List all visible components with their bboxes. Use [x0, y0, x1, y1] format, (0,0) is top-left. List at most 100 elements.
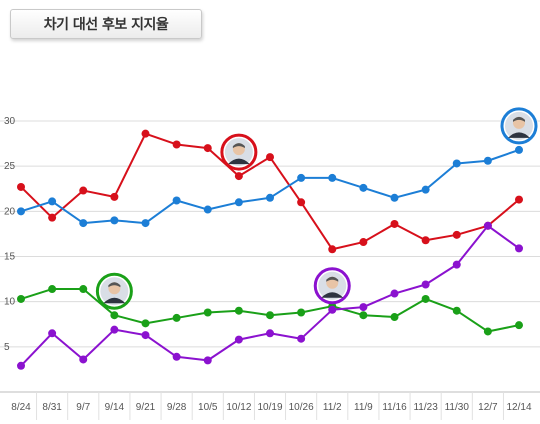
x-tick-label: 9/14 — [105, 402, 125, 413]
x-tick-label: 10/12 — [226, 402, 251, 413]
x-tick-label: 11/2 — [323, 402, 342, 413]
data-point — [390, 289, 399, 298]
data-point — [515, 145, 523, 154]
data-point — [266, 193, 274, 202]
portrait-man-gray-hair-icon — [500, 107, 538, 145]
y-tick-label: 5 — [4, 342, 10, 353]
data-point — [172, 313, 181, 322]
data-point — [234, 172, 243, 181]
data-point — [203, 308, 212, 317]
x-tick-label: 12/14 — [506, 402, 531, 413]
data-point — [421, 185, 430, 194]
data-point — [141, 219, 150, 228]
data-point — [79, 186, 88, 195]
data-point — [203, 205, 212, 214]
y-tick-label: 30 — [4, 116, 16, 127]
avatar-suit — [227, 158, 250, 165]
data-point — [266, 329, 274, 338]
data-point — [421, 294, 430, 303]
data-point — [17, 207, 25, 216]
data-point — [203, 356, 212, 365]
data-point — [17, 361, 25, 370]
data-point — [390, 313, 399, 322]
data-point — [17, 182, 25, 191]
data-point — [390, 219, 399, 228]
data-point — [421, 236, 430, 245]
data-point — [483, 327, 492, 336]
series-line-3 — [20, 224, 520, 367]
x-tick-label: 11/23 — [413, 402, 438, 413]
avatar-hair — [326, 276, 339, 282]
data-point — [172, 196, 181, 205]
x-tick-label: 8/31 — [42, 402, 62, 413]
data-point — [297, 198, 306, 207]
data-point — [483, 156, 492, 165]
data-point — [79, 219, 88, 228]
data-point — [48, 213, 57, 222]
data-point — [359, 183, 368, 192]
data-point — [452, 306, 461, 315]
x-tick-label: 10/5 — [198, 402, 218, 413]
data-point — [390, 193, 399, 202]
data-point — [141, 129, 150, 138]
y-tick-label: 20 — [4, 206, 16, 217]
data-point — [359, 238, 368, 247]
x-tick-label: 10/19 — [257, 402, 282, 413]
x-tick-label: 12/7 — [478, 402, 498, 413]
x-tick-label: 9/28 — [167, 402, 187, 413]
grid — [0, 120, 540, 348]
data-point — [48, 197, 57, 206]
data-point — [48, 329, 57, 338]
x-tick-label: 11/30 — [445, 402, 470, 413]
data-point — [48, 285, 57, 294]
data-point — [203, 144, 212, 153]
avatar-suit — [103, 297, 126, 304]
data-point — [421, 280, 430, 289]
data-point — [110, 192, 119, 201]
data-point — [234, 198, 243, 207]
avatar-suit — [508, 132, 530, 138]
avatar-suit — [321, 292, 344, 298]
data-point — [359, 303, 368, 312]
data-point — [110, 216, 119, 225]
data-point — [110, 311, 119, 320]
x-tick-label: 9/21 — [136, 402, 156, 413]
data-point — [172, 352, 181, 361]
data-point — [297, 173, 306, 182]
data-point — [17, 294, 25, 303]
data-point — [359, 311, 368, 320]
candidate-avatars — [95, 107, 538, 310]
data-point — [172, 140, 181, 149]
data-point — [515, 195, 523, 204]
x-tick-label: 11/9 — [354, 402, 373, 413]
data-point — [515, 244, 523, 253]
data-point — [141, 319, 150, 328]
data-point — [79, 285, 88, 294]
avatar-hair — [513, 116, 525, 122]
series-line-2 — [20, 288, 520, 333]
data-point — [515, 321, 523, 330]
portrait-man-smiling-icon — [95, 272, 133, 310]
x-tick-label: 8/24 — [11, 402, 31, 413]
data-point — [266, 311, 274, 320]
x-tick-label: 11/16 — [382, 402, 407, 413]
axes: 5 10 15 20 25 30 8/24 8/31 9/7 9/14 9/21 9/28 10/5 10… — [0, 116, 540, 420]
chart-title: 차기 대선 후보 지지율 — [10, 9, 202, 39]
data-point — [234, 335, 243, 344]
portrait-man-glasses-suit-icon — [313, 267, 351, 305]
data-point — [266, 153, 274, 162]
data-point — [452, 260, 461, 269]
data-point — [328, 245, 337, 254]
data-point — [110, 325, 119, 334]
x-tick-label: 10/26 — [289, 402, 314, 413]
data-point — [297, 308, 306, 317]
avatar-hair — [232, 143, 245, 149]
data-point — [328, 173, 337, 182]
data-point — [234, 306, 243, 315]
data-point — [452, 230, 461, 239]
data-point — [452, 159, 461, 168]
data-point — [483, 221, 492, 230]
series-line-0 — [20, 132, 520, 251]
y-tick-label: 10 — [4, 297, 16, 308]
